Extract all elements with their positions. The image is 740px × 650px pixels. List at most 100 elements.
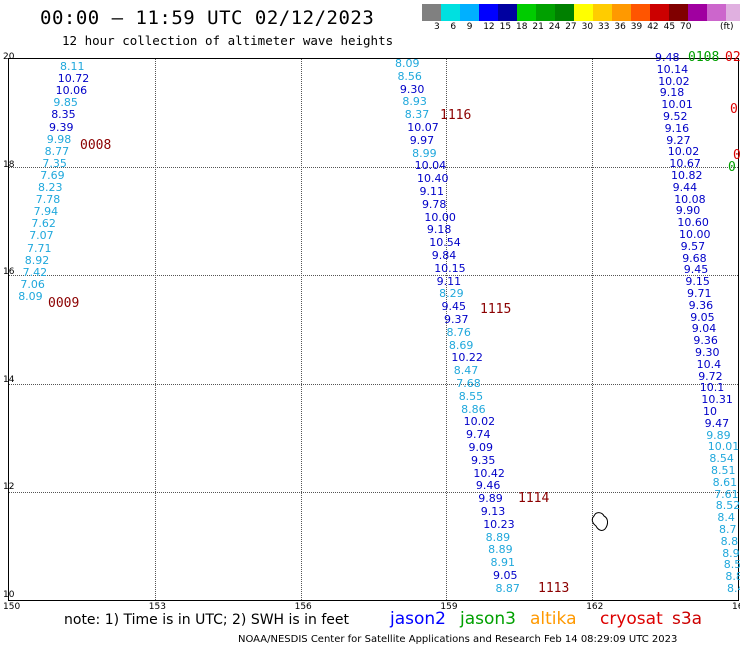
legend-label: 27 [565,22,577,32]
wave-height-value: 8.7 [719,523,737,536]
legend-label: 24 [548,22,561,32]
grid-line-vertical [446,59,448,600]
track-time-label: 1114 [518,491,550,506]
wave-height-value: 8.55 [458,389,484,403]
legend-swatch [650,4,669,21]
wave-height-value: 10.15 [434,261,466,275]
wave-height-value: 8.37 [404,108,430,122]
legend-swatch [479,4,498,21]
x-tick-label: 162 [586,602,604,612]
legend-label: 6 [450,22,457,32]
wave-height-value: 10.02 [667,145,700,159]
wave-height-value: 9.44 [672,180,698,194]
wave-height-value: 10.08 [674,192,706,206]
wave-height-value: 10.02 [658,74,690,88]
wave-height-value: 10.72 [57,72,90,86]
legend-label: 39 [630,22,643,32]
grid-line-horizontal [9,275,738,277]
wave-height-value: 9.09 [468,441,494,454]
legend-swatch [631,4,650,21]
wave-height-value: 8.87 [495,581,520,595]
wave-height-value: 9.90 [675,204,701,218]
wave-height-value: 10.00 [424,210,456,224]
wave-height-value: 8.99 [412,146,437,160]
legend-label: 12 [483,22,495,32]
wave-height-value: 9.47 [704,416,730,430]
wave-height-value: 7.61 [714,487,739,501]
grid-line-horizontal [9,383,738,385]
wave-height-value: 10.22 [451,351,483,365]
grid-line-vertical [592,59,594,600]
wave-height-value: 10.67 [669,157,701,171]
wave-height-value: 8.47 [453,364,479,378]
legend-swatch [555,4,574,21]
map-title: 00:00 – 11:59 UTC 02/12/2023 [40,7,375,29]
wave-height-value: 7.06 [20,277,45,291]
legend-swatch [422,4,441,21]
track-time-label: 1113 [538,581,570,596]
y-tick-label: 10 [3,590,15,600]
grid-line-vertical [300,59,302,600]
x-tick-label: 165 [732,602,740,612]
legend-unit: (ft) [720,22,734,32]
legend-swatch [460,4,479,21]
wave-height-value: 8.92 [24,253,50,267]
wave-height-value: 8.51 [711,464,736,477]
wave-height-value: 8.89 [485,530,511,544]
track-time-label: 0008 [80,138,112,153]
wave-height-value: 9.39 [49,120,74,134]
wave-height-value: 7.68 [456,377,481,390]
wave-height-value: 9.97 [409,133,435,147]
wave-height-value: 10.31 [701,393,733,407]
wave-height-value: 9.71 [687,287,712,300]
wave-height-value: 7.94 [33,205,59,219]
track-time-label: 0 [730,102,738,117]
wave-height-value: 10.01 [707,440,740,454]
wave-height-value: 8.11 [60,60,85,73]
wave-height-value: 10.00 [679,228,711,241]
wave-height-value: 9.85 [53,96,78,110]
wave-height-value: 8.54 [709,452,734,466]
legend-swatch [593,4,612,21]
wave-height-value: 10 [703,405,717,418]
x-tick-label: 150 [3,602,21,612]
wave-height-value: 8.5 [723,558,740,572]
legend-swatch [688,4,707,21]
wave-height-value: 7.07 [29,229,54,243]
wave-height-value: 9.68 [682,251,707,265]
legend-swatch [517,4,536,21]
wave-height-value: 9.74 [466,428,491,442]
track-time-label: 02 [725,50,740,65]
legend-label: 42 [647,22,659,32]
track-time-label: 0009 [48,296,80,311]
wave-height-value: 9.98 [46,132,72,146]
wave-height-value: 9.57 [680,239,706,253]
wave-height-value: 9.30 [399,82,425,96]
legend-swatch [441,4,460,21]
wave-height-value: 9.45 [683,263,709,277]
legend-label: 3 [434,22,440,32]
wave-height-value: 7.42 [22,265,48,279]
wave-height-value: 10.60 [677,216,709,230]
legend-label: 33 [598,22,610,32]
wave-height-value: 9.45 [441,300,467,314]
wave-height-value: 9.27 [666,133,691,147]
wave-height-value: 9.13 [480,505,506,518]
color-legend [422,4,740,21]
x-tick-label: 156 [294,602,312,612]
track-time-label: 1115 [480,302,512,317]
legend-swatch [536,4,555,21]
legend-label: 21 [532,22,544,32]
wave-height-value: 10.04 [414,159,447,173]
footer-credit: NOAA/NESDIS Center for Satellite Applica… [238,634,678,645]
wave-height-value: 9.18 [426,223,452,237]
wave-height-value: 9.72 [698,369,723,383]
legend-label: 36 [614,22,626,32]
wave-height-value: 7.62 [31,217,56,231]
wave-height-value: 10.4 [696,357,722,371]
wave-height-value: 10.01 [661,98,693,112]
x-tick-label: 153 [148,602,166,612]
wave-height-value: 9.15 [685,275,710,289]
wave-height-value: 7.35 [42,156,67,170]
legend-swatch [498,4,517,21]
